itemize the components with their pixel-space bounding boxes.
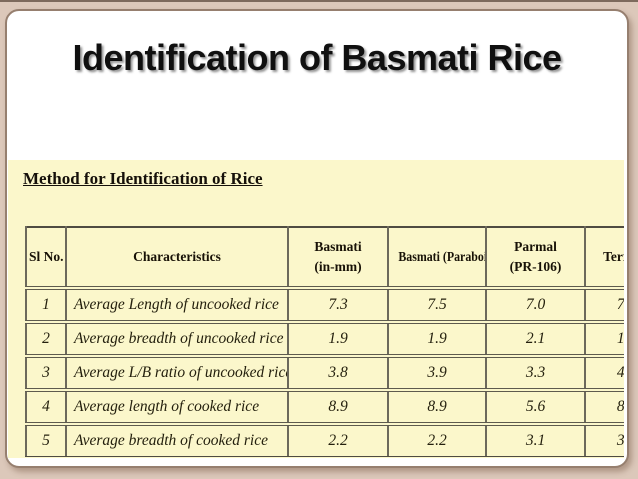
- cell-parmal: 3.1: [485, 422, 586, 458]
- col-header-terricot-label: Terricot: [603, 249, 624, 265]
- col-header-paraboiled: Basmati (Paraboiled): [387, 227, 487, 289]
- cell-characteristic: Average Length of uncooked rice: [65, 286, 289, 322]
- cell-basmati: 1.9: [287, 320, 389, 356]
- cell-characteristic: Average breadth of uncooked rice: [65, 320, 289, 356]
- document-heading: Method for Identification of Rice: [23, 169, 263, 188]
- cell-basmati: 8.9: [287, 388, 389, 424]
- col-header-characteristics-label: Characteristics: [133, 249, 221, 265]
- cell-parmal: 2.1: [485, 320, 586, 356]
- cell-paraboiled: 1.9: [387, 320, 487, 356]
- scanned-document: Method for Identification of Rice Sl No.…: [8, 160, 624, 458]
- col-header-parmal-line1: Parmal: [514, 239, 557, 255]
- cell-sl-no: 3: [25, 354, 67, 390]
- col-header-basmati: Basmati (in-mm): [287, 227, 389, 289]
- cell-paraboiled: 7.5: [387, 286, 487, 322]
- table-header-row: Sl No. Characteristics Basmati (in-mm) B…: [25, 227, 624, 289]
- cell-parmal: 7.0: [485, 286, 586, 322]
- table-row: 2 Average breadth of uncooked rice 1.9 1…: [25, 320, 624, 356]
- col-header-paraboiled-label: Basmati (Paraboiled): [398, 249, 484, 265]
- col-header-parmal: Parmal (PR-106): [485, 227, 586, 289]
- table-row: 5 Average breadth of cooked rice 2.2 2.2…: [25, 422, 624, 458]
- cell-terricot: 4.0: [584, 354, 624, 390]
- cell-basmati: 7.3: [287, 286, 389, 322]
- rice-identification-table: Sl No. Characteristics Basmati (in-mm) B…: [25, 226, 624, 458]
- col-header-sl-no: Sl No.: [25, 227, 67, 289]
- col-header-basmati-line2: (in-mm): [314, 259, 362, 274]
- cell-terricot: 7.6: [584, 286, 624, 322]
- col-header-sl-no-label: Sl No.: [29, 249, 64, 265]
- cell-parmal: 5.6: [485, 388, 586, 424]
- cell-paraboiled: 3.9: [387, 354, 487, 390]
- col-header-terricot: Terricot: [584, 227, 624, 289]
- cell-characteristic: Average breadth of cooked rice: [65, 422, 289, 458]
- cell-sl-no: 5: [25, 422, 67, 458]
- table-row: 4 Average length of cooked rice 8.9 8.9 …: [25, 388, 624, 424]
- cell-paraboiled: 8.9: [387, 388, 487, 424]
- col-header-basmati-line1: Basmati: [314, 239, 362, 255]
- cell-basmati: 3.8: [287, 354, 389, 390]
- cell-terricot: 8.0: [584, 388, 624, 424]
- cell-sl-no: 2: [25, 320, 67, 356]
- cell-characteristic: Average L/B ratio of uncooked rice: [65, 354, 289, 390]
- cell-terricot: 3.0: [584, 422, 624, 458]
- col-header-characteristics: Characteristics: [65, 227, 289, 289]
- col-header-parmal-line2: (PR-106): [509, 259, 562, 274]
- slide-title: Identification of Basmati Rice: [72, 37, 562, 78]
- cell-basmati: 2.2: [287, 422, 389, 458]
- cell-parmal: 3.3: [485, 354, 586, 390]
- cell-paraboiled: 2.2: [387, 422, 487, 458]
- page-top-edge: [0, 0, 638, 2]
- cell-sl-no: 4: [25, 388, 67, 424]
- table-row: 1 Average Length of uncooked rice 7.3 7.…: [25, 286, 624, 322]
- cell-sl-no: 1: [25, 286, 67, 322]
- table-row: 3 Average L/B ratio of uncooked rice 3.8…: [25, 354, 624, 390]
- cell-terricot: 1.9: [584, 320, 624, 356]
- cell-characteristic: Average length of cooked rice: [65, 388, 289, 424]
